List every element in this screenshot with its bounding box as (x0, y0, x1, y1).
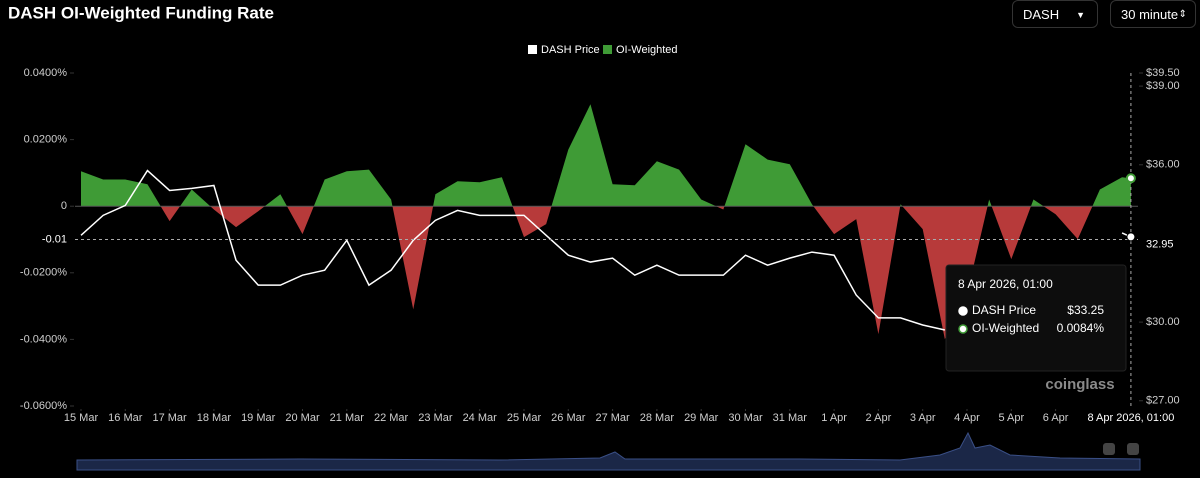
y2-tick-label: $36.00 (1146, 159, 1180, 171)
y-tick-label: -0.0400% (20, 333, 67, 345)
navigator-handle[interactable] (1103, 443, 1115, 455)
x-tick-label: 18 Mar (197, 412, 232, 424)
symbol-select[interactable]: DASH ▼ (1012, 0, 1098, 28)
x-tick-label: 23 Mar (418, 412, 453, 424)
x-tick-label: 4 Apr (954, 412, 980, 424)
caret: ▼ (1076, 10, 1085, 20)
crosshair-y-label-bg (30, 230, 74, 249)
legend-label[interactable]: OI-Weighted (616, 44, 678, 56)
y2-tick-label: $39.50 (1146, 67, 1180, 79)
x-tick-label: 27 Mar (595, 412, 630, 424)
navigator-handle[interactable] (1127, 443, 1139, 455)
x-tick-label: 19 Mar (241, 412, 276, 424)
crosshair-y-label: -0.01 (42, 233, 67, 245)
tooltip-name: DASH Price (972, 303, 1036, 317)
tooltip-dot (958, 306, 968, 316)
caret: ⇕ (1178, 9, 1187, 20)
x-tick-label: 28 Mar (640, 412, 675, 424)
x-tick-label: 5 Apr (998, 412, 1024, 424)
funding-area (81, 104, 1131, 340)
x-tick-label: 15 Mar (64, 412, 99, 424)
chart-title: DASH OI-Weighted Funding Rate (8, 3, 274, 22)
interval-select[interactable]: 30 minute ⇕ (1110, 0, 1196, 28)
y-tick-label: -0.0600% (20, 400, 67, 412)
x-tick-label: 26 Mar (551, 412, 586, 424)
y2-tick-label: $30.00 (1146, 316, 1180, 328)
y-tick-label: 0.0200% (24, 134, 68, 146)
tooltip-value: $33.25 (1067, 303, 1104, 317)
symbol-value: DASH (1023, 7, 1060, 22)
legend-label[interactable]: DASH Price (541, 44, 600, 56)
y-tick-label: -0.0200% (20, 267, 67, 279)
tooltip-dot (958, 324, 968, 334)
x-tick-label: 30 Mar (728, 412, 763, 424)
price-marker (1126, 232, 1136, 242)
y2-tick-label: $39.00 (1146, 80, 1180, 92)
x-tick-label: 16 Mar (108, 412, 143, 424)
watermark: coinglass (1045, 376, 1114, 393)
legend-swatch (528, 45, 537, 54)
y-tick-label: 0 (61, 200, 67, 212)
x-tick-label: 21 Mar (330, 412, 365, 424)
x-tick-label: 20 Mar (285, 412, 320, 424)
y2-tick-label: $27.00 (1146, 395, 1180, 407)
x-tick-label: 1 Apr (821, 412, 847, 424)
x-tick-label: 17 Mar (152, 412, 187, 424)
x-tick-label: 6 Apr (1043, 412, 1069, 424)
tooltip-bg (945, 264, 1127, 372)
crosshair-x-label-bg (1086, 410, 1177, 426)
x-tick-label: 25 Mar (507, 412, 542, 424)
crosshair-y2-label: 32.95 (1146, 239, 1174, 251)
x-tick-label: 3 Apr (910, 412, 936, 424)
x-tick-label: 22 Mar (374, 412, 409, 424)
tooltip-value: 0.0084% (1057, 321, 1105, 335)
legend-swatch (603, 45, 612, 54)
navigator[interactable] (76, 431, 1141, 471)
tooltip-name: OI-Weighted (972, 321, 1039, 335)
tooltip: 8 Apr 2026, 01:00 DASH Price $33.25 OI-Weig… (945, 264, 1127, 372)
x-tick-label: 31 Mar (773, 412, 808, 424)
x-tick-label: 24 Mar (463, 412, 498, 424)
x-tick-label: 29 Mar (684, 412, 719, 424)
crosshair-y2-label-bg (1141, 235, 1191, 254)
x-tick-label: 2 Apr (866, 412, 892, 424)
funding-marker (1125, 173, 1136, 184)
tooltip-title: 8 Apr 2026, 01:00 (958, 277, 1053, 291)
crosshair-x-label: 8 Apr 2026, 01:00 (1087, 412, 1174, 424)
interval-value: 30 minute (1121, 7, 1179, 22)
y-tick-label: 0.0400% (24, 67, 68, 79)
